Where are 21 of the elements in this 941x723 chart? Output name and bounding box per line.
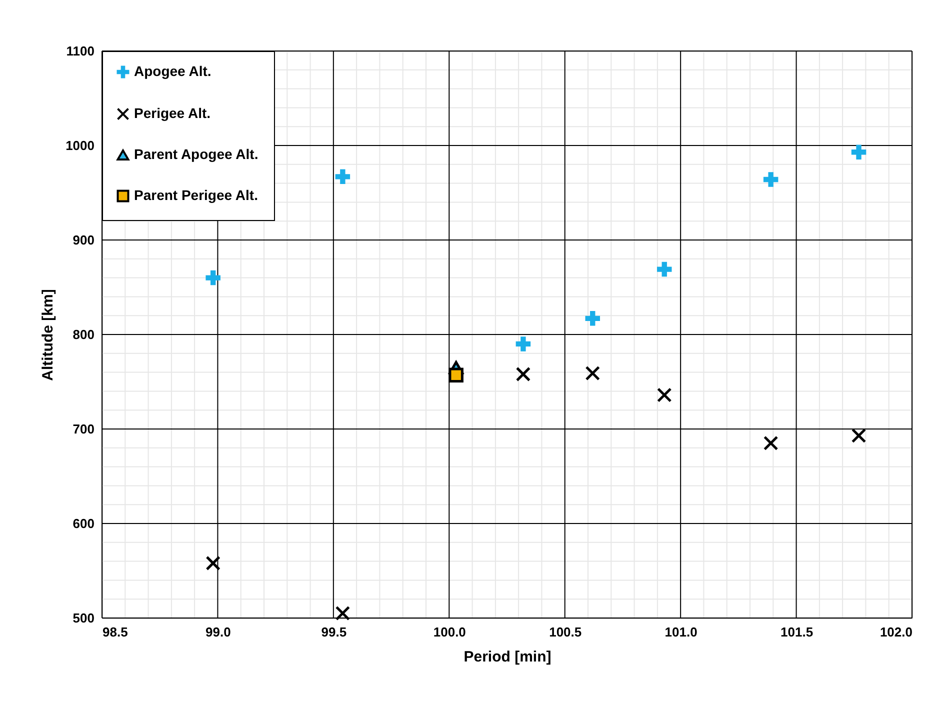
x-tick-label: 98.5 <box>102 624 128 640</box>
x-axis-title: Period [min] <box>464 648 552 666</box>
x-tick-label: 100.0 <box>433 624 466 640</box>
legend-label: Apogee Alt. <box>134 63 212 79</box>
y-axis-title: Altitude [km] <box>40 289 57 381</box>
legend-label: Parent Apogee Alt. <box>134 146 258 162</box>
x-tick-label: 99.0 <box>206 624 231 640</box>
x-tick-label: 101.0 <box>664 624 698 640</box>
x-tick-label: 99.5 <box>321 624 347 640</box>
y-tick-label: 1100 <box>66 44 94 58</box>
y-tick-label: 600 <box>72 516 94 531</box>
x-tick-label: 101.5 <box>780 624 814 640</box>
y-tick-label: 700 <box>72 422 94 436</box>
legend-label: Parent Perigee Alt. <box>134 187 258 203</box>
x-tick-label: 100.5 <box>549 624 582 640</box>
y-tick-label: 500 <box>72 610 94 626</box>
y-tick-label: 900 <box>72 232 94 248</box>
x-tick-label: 102.0 <box>880 624 912 640</box>
legend-label: Perigee Alt. <box>134 105 211 121</box>
y-tick-label: 800 <box>72 327 94 342</box>
y-tick-label: 1000 <box>66 138 94 153</box>
